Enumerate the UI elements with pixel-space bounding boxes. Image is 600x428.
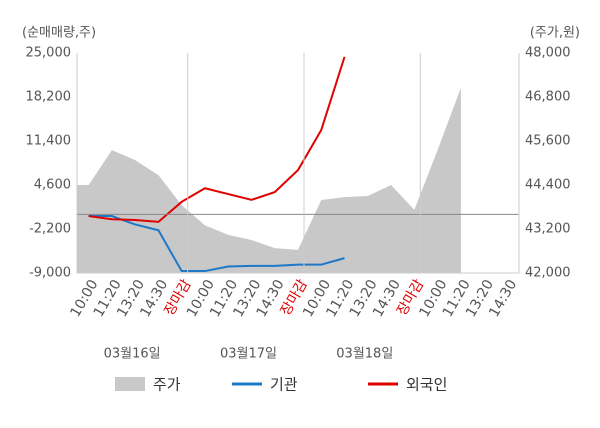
y-tick-label: -9,000 [29,266,71,281]
y-tick-label: -2,200 [29,222,71,237]
date-label: 03월16일 [104,347,161,362]
legend-swatch [115,377,145,391]
y2-tick-label: 48,000 [525,46,571,61]
legend-label: 기관 [270,376,298,394]
y-tick-label: 25,000 [26,46,72,61]
date-label: 03월17일 [220,347,277,362]
legend-label: 외국인 [406,376,447,394]
y2-tick-label: 45,600 [525,134,571,149]
y2-tick-label: 42,000 [525,266,571,281]
price-area [77,87,461,273]
date-label: 03월18일 [336,347,393,362]
y2-tick-label: 46,800 [525,90,571,105]
y2-axis-label: (주가,원) [530,26,580,41]
series-line [88,56,346,223]
y-tick-label: 11,400 [26,134,72,149]
series-line [88,215,345,273]
y-axis-label: (순매매량,주) [22,26,96,41]
y2-tick-label: 43,200 [525,222,571,237]
y-tick-label: 4,600 [34,178,71,193]
y2-tick-label: 44,400 [525,178,571,193]
y-tick-label: 18,200 [26,90,72,105]
legend-label: 주가 [153,376,181,394]
